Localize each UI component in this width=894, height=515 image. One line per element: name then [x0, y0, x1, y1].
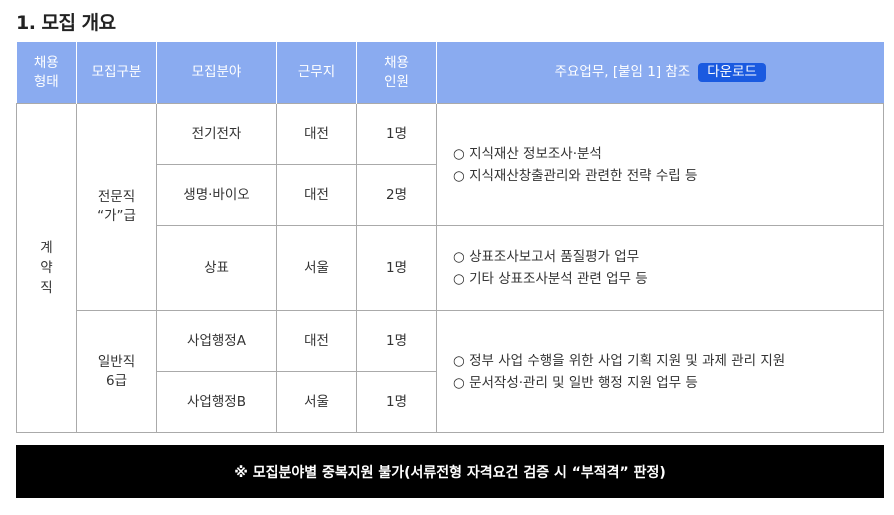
field-cell: 상표	[156, 225, 277, 311]
recruitment-table: 채용 형태 모집구분 모집분야 근무지 채용 인원 주요업무, [붙임 1] 참…	[16, 42, 884, 433]
count-cell: 1명	[356, 310, 437, 372]
duty-item: ○ 문서작성·관리 및 일반 행정 지원 업무 등	[453, 374, 698, 391]
field-cell: 생명·바이오	[156, 164, 277, 226]
table-row: 생명·바이오 대전 2명	[17, 164, 884, 226]
count-cell: 1명	[356, 103, 437, 165]
header-duty: 주요업무, [붙임 1] 참조 다운로드	[436, 42, 884, 104]
location-cell: 서울	[276, 371, 357, 433]
header-location: 근무지	[276, 42, 357, 104]
duty-cell: ○ 상표조사보고서 품질평가 업무 ○ 기타 상표조사분석 관련 업무 등	[436, 225, 884, 311]
header-category: 모집구분	[76, 42, 157, 104]
location-cell: 대전	[276, 164, 357, 226]
duty-item: ○ 정부 사업 수행을 위한 사업 기획 지원 및 과제 관리 지원	[453, 352, 786, 369]
field-cell: 사업행정B	[156, 371, 277, 433]
count-cell: 1명	[356, 371, 437, 433]
notice-banner: ※ 모집분야별 중복지원 불가(서류전형 자격요건 검증 시 “부적격” 판정)	[16, 445, 884, 498]
table-row: 상표 서울 1명 ○ 상표조사보고서 품질평가 업무 ○ 기타 상표조사분석 관련…	[17, 225, 884, 311]
field-cell: 전기전자	[156, 103, 277, 165]
duty-cell: ○ 정부 사업 수행을 위한 사업 기획 지원 및 과제 관리 지원 ○ 문서작성…	[436, 310, 884, 433]
count-cell: 1명	[356, 225, 437, 311]
header-type: 채용 형태	[16, 42, 77, 104]
download-button[interactable]: 다운로드	[698, 63, 766, 82]
table-row: 사업행정B 서울 1명	[17, 371, 884, 433]
section-title: 1. 모집 개요	[16, 12, 116, 34]
count-cell: 2명	[356, 164, 437, 226]
duty-cell: ○ 지식재산 정보조사·분석 ○ 지식재산창출관리와 관련한 전략 수립 등	[436, 103, 884, 226]
location-cell: 대전	[276, 310, 357, 372]
header-duty-label: 주요업무, [붙임 1] 참조	[554, 64, 691, 80]
location-cell: 서울	[276, 225, 357, 311]
table-header: 채용 형태 모집구분 모집분야 근무지 채용 인원 주요업무, [붙임 1] 참…	[16, 42, 884, 104]
location-cell: 대전	[276, 103, 357, 165]
header-field: 모집분야	[156, 42, 277, 104]
employment-type: 계 약 직	[16, 103, 77, 433]
duty-item: ○ 기타 상표조사분석 관련 업무 등	[453, 271, 648, 287]
table-row: 계 약 직 전문직 “가”급 전기전자 대전 1명 ○ 지식재산 정보조사·분석…	[16, 103, 884, 433]
duty-item: ○ 지식재산창출관리와 관련한 전략 수립 등	[453, 167, 698, 184]
category-cell: 전문직 “가”급	[76, 103, 157, 311]
table-row: 일반직 6급 사업행정A 대전 1명 ○ 정부 사업 수행을 위한 사업 기획 …	[17, 310, 884, 433]
duty-item: ○ 지식재산 정보조사·분석	[453, 145, 602, 162]
field-cell: 사업행정A	[156, 310, 277, 372]
header-count: 채용 인원	[356, 42, 437, 104]
duty-item: ○ 상표조사보고서 품질평가 업무	[453, 249, 640, 265]
category-cell: 일반직 6급	[76, 310, 157, 433]
